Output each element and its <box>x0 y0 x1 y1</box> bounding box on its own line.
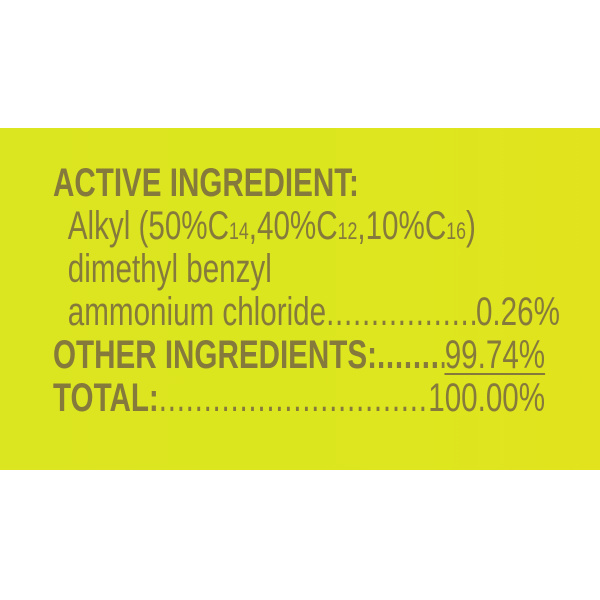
alkyl-mid1: ,40%C <box>248 204 338 248</box>
total-heading: TOTAL: <box>53 376 159 420</box>
other-ingredients-line: OTHER INGREDIENTS: .....................… <box>53 333 546 377</box>
alkyl-prefix: Alkyl (50%C <box>67 204 230 248</box>
ingredients-block: ACTIVE INGREDIENT: Alkyl (50%C 14,40%C 12,… <box>53 162 560 420</box>
dot-leader: ........................................… <box>376 334 445 377</box>
dimethyl-line: dimethyl benzyl <box>53 248 560 291</box>
alkyl-suffix: ) <box>465 204 476 248</box>
ammonium-text: ammonium chloride <box>67 290 327 334</box>
other-heading: OTHER INGREDIENTS: <box>53 333 377 377</box>
total-value: 100.00% <box>428 376 546 420</box>
label-panel <box>0 128 600 470</box>
other-value: 99.74% <box>444 333 546 377</box>
active-ingredient-heading: ACTIVE INGREDIENT: <box>53 162 545 205</box>
ammonium-line: ammonium chloride ......................… <box>53 291 560 334</box>
dimethyl-text: dimethyl benzyl <box>67 247 272 291</box>
alkyl-line: Alkyl (50%C 14,40%C 12,10%C 16) <box>67 204 476 248</box>
dot-leader: ........................................… <box>326 291 476 334</box>
alkyl-mid2: ,10%C <box>357 204 447 248</box>
active-heading-text: ACTIVE INGREDIENT: <box>53 161 359 205</box>
dot-leader: ........................................… <box>158 377 428 420</box>
active-value: 0.26% <box>475 290 560 334</box>
total-line: TOTAL: .................................… <box>53 377 545 420</box>
